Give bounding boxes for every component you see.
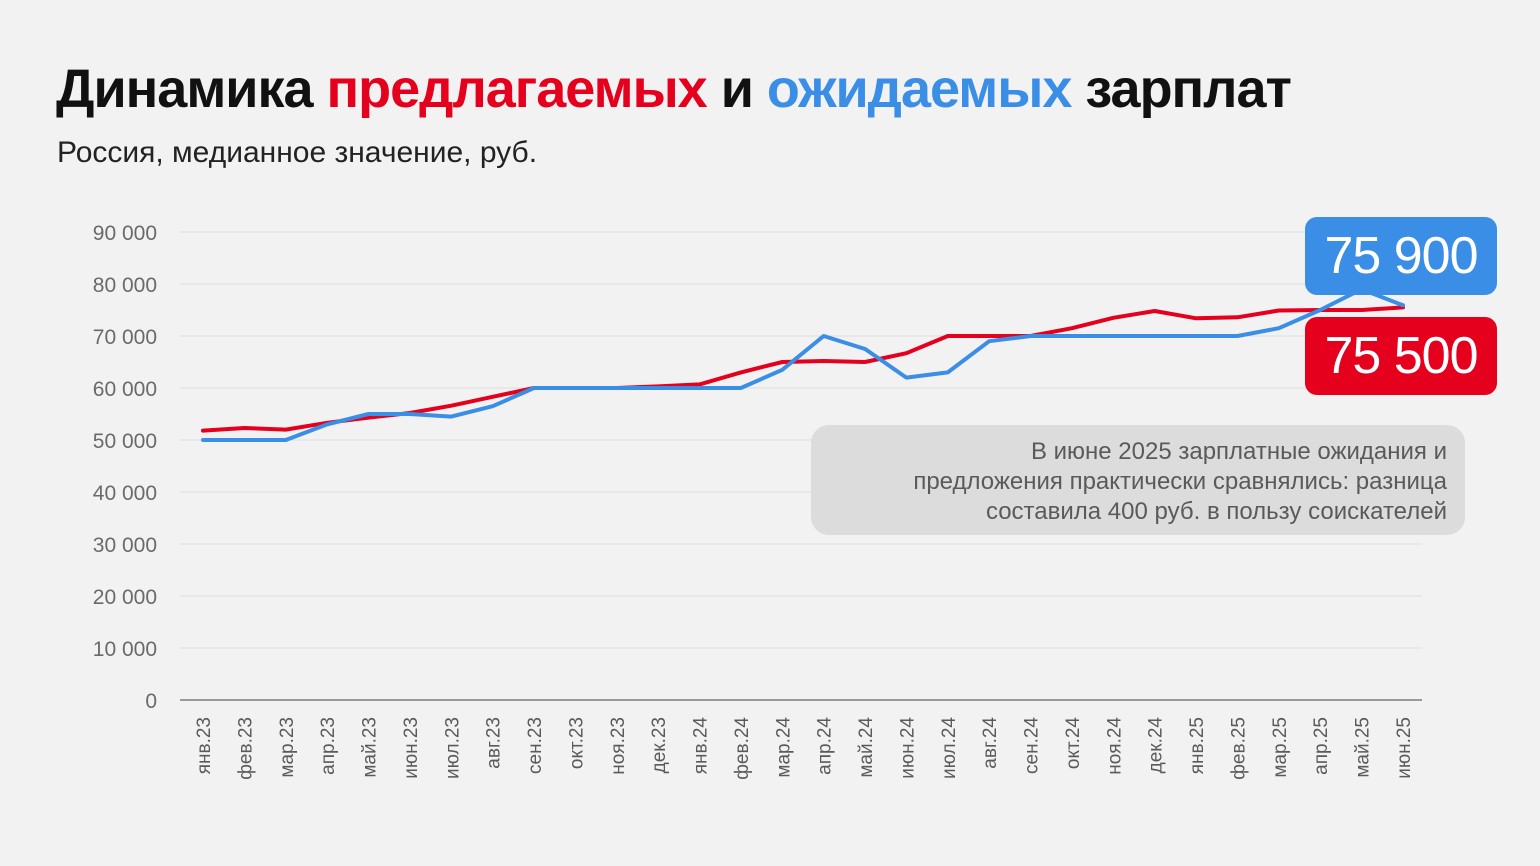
x-tick-label: фев.25 xyxy=(1228,717,1249,780)
x-axis-ticks: янв.23 фев.23 мар.23 апр.23 май.23 июн.23 июл.… xyxy=(194,717,1415,780)
annotation-line-3: составила 400 руб. в пользу соискателей xyxy=(985,498,1447,525)
x-tick-label: апр.23 xyxy=(318,717,339,775)
x-tick-label: июн.24 xyxy=(897,717,918,779)
x-tick-label: окт.24 xyxy=(1063,717,1084,770)
x-tick-label: мар.23 xyxy=(277,717,298,778)
y-tick-label: 0 xyxy=(145,690,157,713)
x-tick-label: фев.24 xyxy=(732,717,753,780)
y-tick-label: 30 000 xyxy=(93,534,157,557)
x-tick-label: ноя.23 xyxy=(608,717,629,775)
x-tick-label: апр.24 xyxy=(815,717,836,775)
x-tick-label: дек.24 xyxy=(1146,717,1167,774)
title-part-1: Динамика xyxy=(56,59,327,119)
x-tick-label: май.25 xyxy=(1353,717,1374,778)
callout-expected-last-value: 75 900 xyxy=(1305,217,1497,296)
annotation-box: В июне 2025 зарплатные ожидания и предло… xyxy=(811,425,1465,535)
y-tick-label: 20 000 xyxy=(93,586,157,609)
x-tick-label: янв.25 xyxy=(1187,717,1208,774)
title-expected-word: ожидаемых xyxy=(766,59,1072,119)
title-part-3: зарплат xyxy=(1071,59,1292,119)
x-tick-label: мар.24 xyxy=(773,717,794,778)
x-tick-label: июн.25 xyxy=(1394,717,1415,779)
y-tick-label: 90 000 xyxy=(93,222,157,245)
chart-title: Динамика предлагаемых и ожидаемых зарпла… xyxy=(56,58,1292,120)
x-tick-label: окт.23 xyxy=(566,717,587,769)
x-tick-label: янв.23 xyxy=(194,717,215,774)
chart-subtitle: Россия, медианное значение, руб. xyxy=(57,136,538,169)
x-tick-label: янв.24 xyxy=(691,717,712,775)
x-tick-label: июн.23 xyxy=(401,717,422,779)
x-tick-label: сен.23 xyxy=(525,717,546,774)
annotation-line-1: В июне 2025 зарплатные ожидания и xyxy=(1030,438,1447,465)
y-tick-label: 40 000 xyxy=(93,482,157,505)
y-tick-label: 70 000 xyxy=(93,326,157,349)
x-tick-label: авг.24 xyxy=(980,717,1001,769)
x-tick-label: фев.23 xyxy=(235,717,256,780)
x-tick-label: сен.24 xyxy=(1022,717,1043,774)
x-tick-label: мар.25 xyxy=(1270,717,1291,778)
title-part-2: и xyxy=(706,59,767,119)
y-tick-label: 10 000 xyxy=(93,638,157,661)
title-offered-word: предлагаемых xyxy=(326,59,708,119)
x-tick-label: ноя.24 xyxy=(1104,717,1125,775)
x-tick-label: июл.24 xyxy=(939,717,960,779)
annotation-line-2: предложения практически сравнялись: разн… xyxy=(913,468,1447,495)
y-tick-label: 50 000 xyxy=(93,430,157,453)
x-tick-label: авг.23 xyxy=(484,717,505,769)
x-tick-label: май.24 xyxy=(856,717,877,778)
callout-offered-last-value: 75 500 xyxy=(1305,317,1497,396)
x-tick-label: июл.23 xyxy=(442,717,463,779)
x-tick-label: май.23 xyxy=(360,717,381,778)
series-line-expected xyxy=(201,287,1405,442)
y-tick-label: 80 000 xyxy=(93,274,157,297)
series-lines xyxy=(201,287,1405,442)
x-tick-label: апр.25 xyxy=(1311,717,1332,775)
y-tick-label: 60 000 xyxy=(93,378,157,401)
x-tick-label: дек.23 xyxy=(649,717,670,773)
y-axis-ticks: 0 10 000 20 000 30 000 40 000 50 000 60 000 70 … xyxy=(93,222,157,713)
